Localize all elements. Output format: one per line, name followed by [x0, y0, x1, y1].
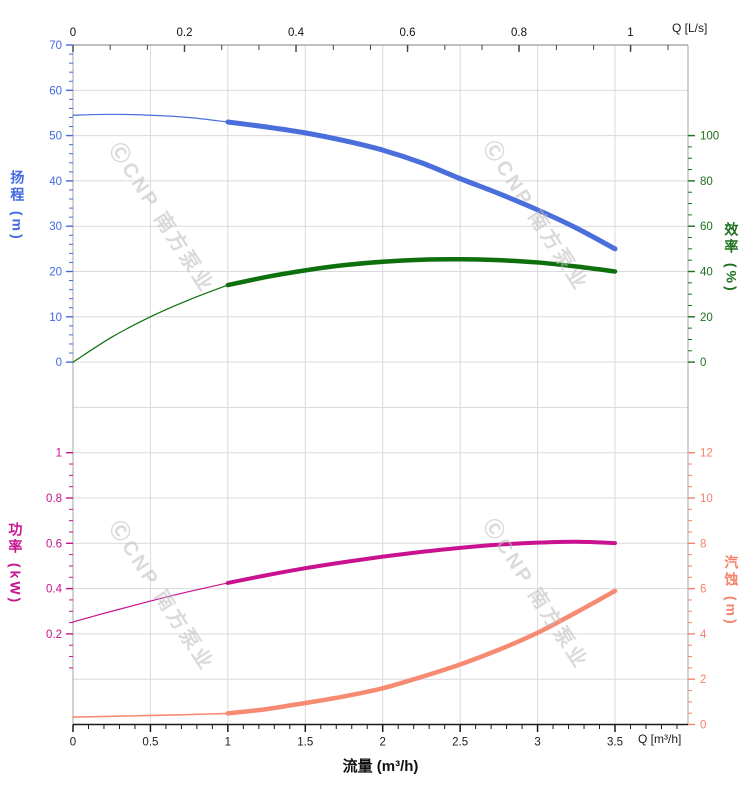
svg-text:20: 20	[49, 267, 62, 279]
svg-text:0.8: 0.8	[511, 27, 527, 39]
svg-text:0.4: 0.4	[288, 27, 305, 39]
svg-text:100: 100	[700, 131, 719, 143]
head-curve	[72, 113, 618, 252]
svg-text:0: 0	[56, 357, 62, 369]
svg-text:50: 50	[49, 131, 62, 143]
svg-text:60: 60	[700, 221, 713, 233]
svg-text:8: 8	[700, 538, 706, 550]
svg-text:3: 3	[534, 737, 540, 749]
svg-text:10: 10	[700, 493, 713, 505]
svg-text:6: 6	[700, 584, 706, 596]
svg-text:1: 1	[56, 448, 62, 460]
svg-text:0.6: 0.6	[46, 538, 62, 550]
gridlines	[73, 45, 688, 725]
svg-text:0.6: 0.6	[400, 27, 416, 39]
svg-text:70: 70	[49, 40, 62, 52]
efficiency-axis-title: 效率 (%)	[723, 222, 740, 294]
svg-text:80: 80	[700, 176, 713, 188]
svg-text:2.5: 2.5	[452, 737, 468, 749]
svg-text:0.8: 0.8	[46, 493, 62, 505]
efficiency-curve	[72, 256, 618, 363]
svg-text:1: 1	[225, 737, 231, 749]
svg-text:0: 0	[70, 737, 76, 749]
svg-text:0.2: 0.2	[177, 27, 193, 39]
svg-text:2: 2	[700, 674, 706, 686]
eff-axis: 0 20 40 60 80 100	[688, 131, 719, 369]
svg-text:0: 0	[70, 27, 76, 39]
power-curve	[72, 539, 617, 623]
svg-text:0: 0	[700, 357, 706, 369]
bottom-axis: 0 0.5 1 1.5 2 2.5 3 3.5	[70, 724, 678, 749]
svg-text:1: 1	[627, 27, 633, 39]
power-axis-title: 功率 (kW)	[7, 522, 24, 606]
svg-text:4: 4	[700, 629, 707, 641]
npsh-curve	[72, 588, 618, 718]
svg-text:0.2: 0.2	[46, 629, 62, 641]
svg-text:20: 20	[700, 312, 713, 324]
svg-text:40: 40	[49, 176, 62, 188]
svg-text:40: 40	[700, 267, 713, 279]
flow-axis-title: 流量 (m³/h)	[342, 758, 419, 775]
svg-text:12: 12	[700, 448, 713, 460]
svg-text:30: 30	[49, 221, 62, 233]
svg-text:10: 10	[49, 312, 62, 324]
npsh-axis-title: 汽蚀 (m)	[723, 555, 740, 627]
power-axis: 0.2 0.4 0.6 0.8 1	[46, 448, 73, 669]
svg-text:0.4: 0.4	[46, 584, 63, 596]
bottom-axis-unit-label: Q [m³/h]	[638, 732, 682, 746]
svg-text:1.5: 1.5	[297, 737, 313, 749]
top-axis-unit-label: Q [L/s]	[672, 21, 708, 35]
head-axis: 0 10 20 30 40 50 60 70	[49, 40, 73, 369]
svg-text:0.5: 0.5	[142, 737, 158, 749]
svg-text:0: 0	[700, 720, 706, 732]
top-axis: 0 0.2 0.4 0.6 0.8 1	[70, 27, 669, 52]
head-axis-title: 扬程 (m)	[9, 170, 26, 242]
svg-text:2: 2	[380, 737, 386, 749]
npsh-axis: 0 2 4 6 8 10 12	[688, 448, 713, 732]
svg-text:3.5: 3.5	[607, 737, 623, 749]
svg-text:60: 60	[49, 85, 62, 97]
